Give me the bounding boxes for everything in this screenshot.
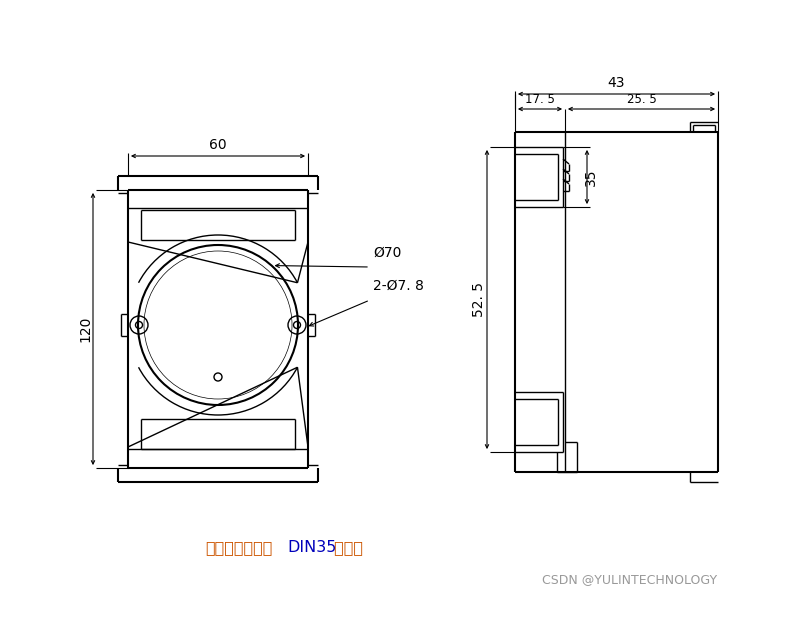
- Text: 导轨上: 导轨上: [329, 541, 363, 555]
- Text: 25. 5: 25. 5: [627, 93, 656, 106]
- Text: 2-Ø7. 8: 2-Ø7. 8: [373, 279, 424, 293]
- Text: 43: 43: [608, 76, 625, 90]
- Text: 17. 5: 17. 5: [525, 93, 555, 106]
- Text: 可以安装在标准: 可以安装在标准: [205, 541, 273, 555]
- Text: 60: 60: [210, 138, 227, 152]
- Text: 120: 120: [78, 316, 92, 342]
- Text: DIN35: DIN35: [287, 541, 337, 555]
- Text: 52. 5: 52. 5: [472, 282, 486, 317]
- Text: Ø70: Ø70: [373, 246, 401, 260]
- Text: 35: 35: [584, 168, 598, 186]
- Text: CSDN @YULINTECHNOLOGY: CSDN @YULINTECHNOLOGY: [543, 573, 718, 587]
